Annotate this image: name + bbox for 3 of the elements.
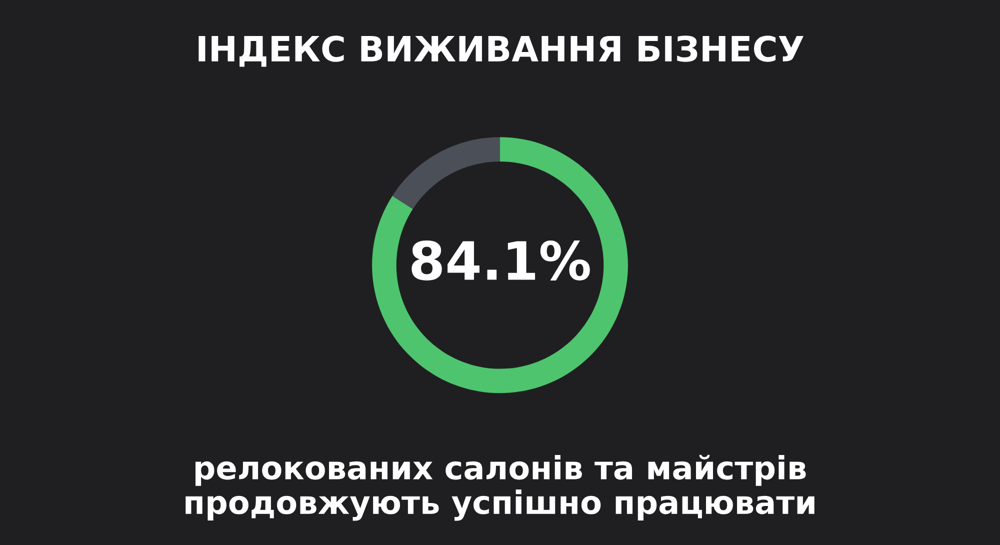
text: релокованих салонів та майстрів продовжують успішно працювати — [186, 454, 814, 521]
chart-title: ІНДЕКС ВИЖИВАННЯ БІЗНЕСУ — [198, 36, 804, 67]
data-label: 84.1% — [412, 240, 590, 280]
